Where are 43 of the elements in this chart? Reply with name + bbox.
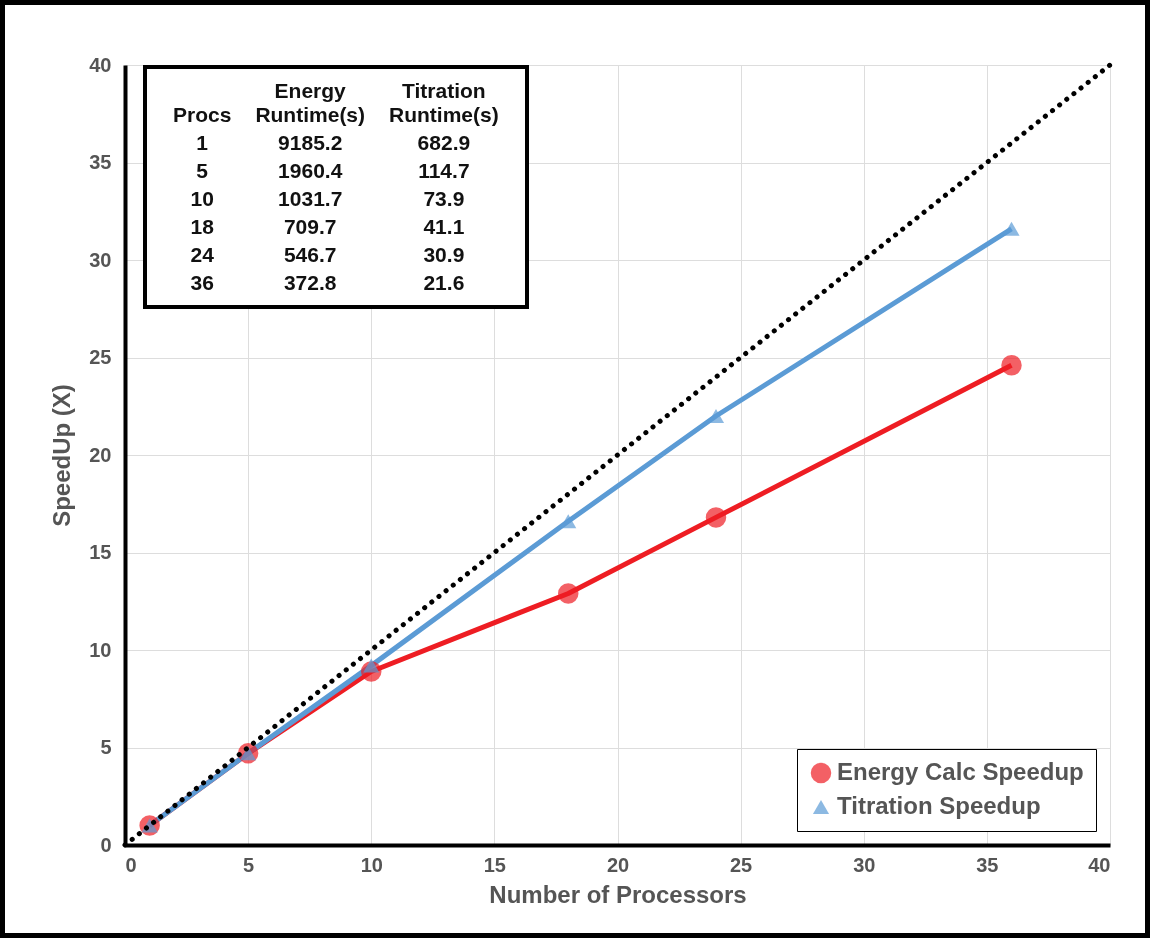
y-tick-label: 25	[89, 346, 112, 368]
annotation: 1	[195, 130, 210, 156]
x-tick-label: 30	[853, 853, 876, 876]
y-axis-title: SpeedUp (X)	[48, 384, 76, 527]
x-tick-label: 25	[730, 853, 753, 876]
y-tick-label: 15	[89, 541, 112, 563]
x-tick-label: 40	[1088, 853, 1111, 876]
annotation: Procs	[172, 102, 233, 128]
annotation: 709.7	[282, 214, 338, 240]
x-tick-label: 0	[125, 853, 137, 876]
annotation: 41.1	[422, 214, 466, 240]
annotation: 114.7	[417, 158, 471, 184]
x-tick-label: 35	[976, 853, 999, 876]
y-tick-label: 5	[100, 736, 112, 758]
y-tick-label: 35	[89, 151, 112, 173]
legend-label: Energy Calc Speedup	[837, 758, 1084, 785]
x-tick-label: 20	[606, 853, 630, 876]
y-tick-label: 10	[89, 638, 112, 661]
annotation: 372.8	[282, 270, 338, 296]
annotation: 1031.7	[277, 186, 344, 212]
legend-label: Titration Speedup	[837, 792, 1041, 819]
annotation: 24	[189, 242, 215, 268]
y-tick-label: 30	[89, 248, 112, 271]
x-axis-title: Number of Processors	[489, 880, 747, 908]
annotation: 36	[189, 270, 215, 296]
annotation: 18	[189, 214, 215, 240]
x-tick-label: 10	[360, 853, 383, 876]
y-tick-label: 40	[89, 53, 112, 76]
annotation: 5	[195, 158, 210, 184]
annotation: 9185.2	[277, 130, 344, 156]
annotation: 682.9	[416, 130, 472, 156]
annotation: Energy Runtime(s)	[254, 78, 367, 128]
annotation: 73.9	[422, 186, 466, 212]
x-tick-label: 5	[243, 853, 255, 876]
annotation: Titration Runtime(s)	[388, 78, 500, 128]
annotation: 10	[189, 186, 215, 212]
y-tick-label: 0	[100, 833, 112, 856]
y-tick-label: 20	[89, 443, 112, 466]
annotation: 30.9	[422, 242, 466, 268]
annotation: 21.6	[422, 270, 466, 296]
x-tick-label: 15	[483, 853, 506, 876]
annotation: 546.7	[282, 242, 338, 268]
annotation: 1960.4	[277, 158, 344, 184]
